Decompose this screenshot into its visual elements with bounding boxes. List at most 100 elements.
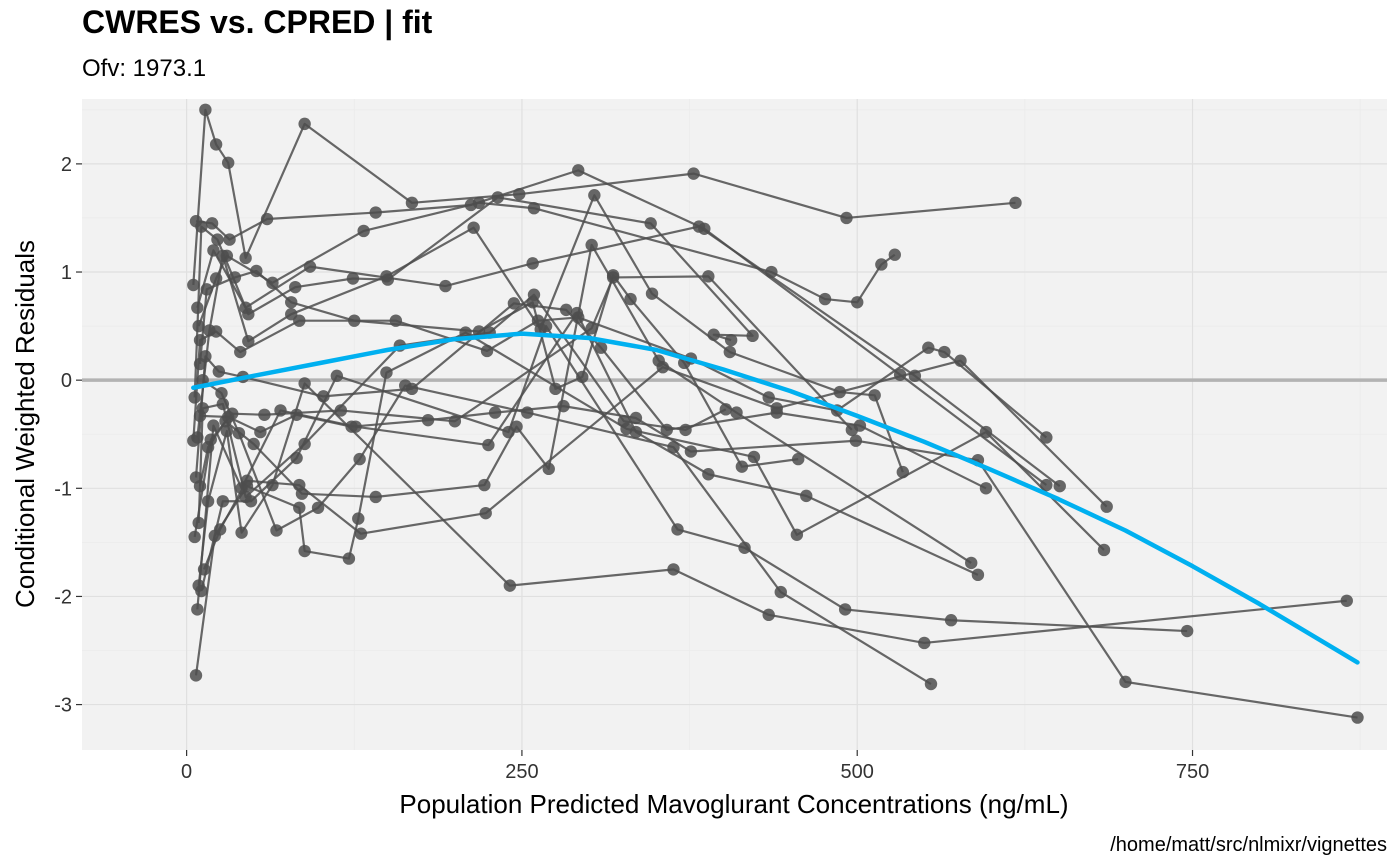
data-point	[922, 341, 935, 354]
data-point	[1119, 675, 1132, 689]
data-point	[472, 196, 486, 210]
data-point	[557, 399, 570, 413]
data-point	[979, 482, 993, 495]
data-point	[888, 248, 901, 261]
x-tick-label: 0	[181, 761, 192, 783]
data-point	[971, 568, 985, 582]
data-point	[746, 329, 759, 343]
data-point	[220, 424, 234, 438]
data-point	[247, 437, 260, 451]
data-point	[439, 279, 452, 293]
individual-line	[194, 331, 1105, 676]
data-point	[503, 579, 517, 592]
data-point	[342, 552, 356, 565]
data-point	[209, 138, 223, 151]
data-point	[868, 389, 881, 402]
data-point	[770, 402, 783, 415]
data-point	[572, 164, 585, 177]
chart-title: CWRES vs. CPRED | fit	[82, 4, 433, 40]
data-point	[234, 345, 247, 359]
individual-series-17	[192, 377, 1353, 650]
data-point	[684, 445, 698, 458]
data-point	[478, 478, 491, 492]
data-point	[467, 221, 480, 234]
data-point	[293, 314, 306, 327]
x-tick-label: 500	[841, 761, 874, 783]
data-point	[293, 478, 306, 492]
data-point	[354, 527, 368, 540]
data-point	[507, 297, 521, 310]
y-tick-label: -3	[54, 695, 72, 717]
y-tick-label: 2	[61, 154, 72, 176]
individual-series-16	[195, 319, 1194, 638]
data-point	[585, 238, 598, 252]
data-point	[223, 233, 236, 246]
data-point	[849, 434, 863, 447]
data-point	[353, 452, 366, 466]
data-point	[656, 360, 669, 374]
data-point	[735, 460, 749, 473]
data-point	[1009, 196, 1022, 210]
data-point	[629, 411, 643, 425]
data-point	[345, 420, 358, 433]
data-point	[723, 345, 737, 359]
data-point	[274, 404, 287, 417]
y-tick-label: -1	[54, 478, 72, 500]
data-point	[979, 425, 993, 439]
data-point	[192, 319, 205, 333]
data-point	[405, 196, 419, 210]
data-point	[369, 490, 382, 504]
data-point	[965, 556, 978, 570]
x-tick-label: 250	[505, 761, 538, 783]
data-point	[207, 244, 220, 257]
data-point	[559, 303, 573, 317]
data-point	[539, 319, 553, 333]
data-point	[200, 283, 213, 296]
data-point	[421, 413, 435, 427]
data-point	[679, 423, 692, 437]
data-point	[254, 425, 267, 439]
data-point	[188, 530, 201, 544]
data-point	[542, 462, 555, 476]
individual-series-1	[187, 103, 1022, 292]
individual-profiles	[187, 103, 1364, 724]
data-point	[285, 296, 298, 309]
data-point	[193, 479, 207, 493]
data-point	[875, 258, 888, 271]
data-point	[702, 468, 715, 481]
data-point	[380, 366, 393, 379]
y-axis-title: Conditional Weighted Residuals	[10, 240, 40, 608]
data-point	[244, 495, 258, 508]
data-point	[1100, 500, 1113, 513]
data-point	[491, 191, 504, 204]
data-point	[576, 370, 589, 384]
data-point	[840, 211, 853, 225]
data-point	[199, 103, 212, 117]
data-point	[629, 425, 643, 439]
data-point	[216, 249, 230, 263]
data-point	[352, 512, 365, 525]
data-point	[205, 217, 219, 230]
data-point	[266, 276, 279, 290]
data-point	[201, 495, 215, 508]
data-point	[1340, 594, 1353, 607]
data-point	[594, 341, 608, 354]
y-axis-ticks: -3 -2 -1 0 1 2	[54, 154, 82, 717]
data-point	[232, 426, 246, 440]
y-tick-label: 0	[61, 370, 72, 392]
data-point	[938, 345, 951, 359]
data-point	[762, 391, 775, 404]
data-point	[311, 501, 325, 514]
data-point	[667, 441, 680, 454]
data-point	[747, 450, 761, 464]
x-tick-label: 750	[1176, 761, 1209, 783]
data-point	[215, 386, 228, 400]
data-point	[851, 296, 864, 309]
data-point	[289, 280, 302, 294]
data-point	[944, 614, 958, 627]
data-point	[790, 528, 804, 542]
data-point	[211, 233, 224, 246]
data-point	[330, 369, 344, 383]
data-point	[207, 419, 220, 432]
data-point	[762, 608, 775, 622]
